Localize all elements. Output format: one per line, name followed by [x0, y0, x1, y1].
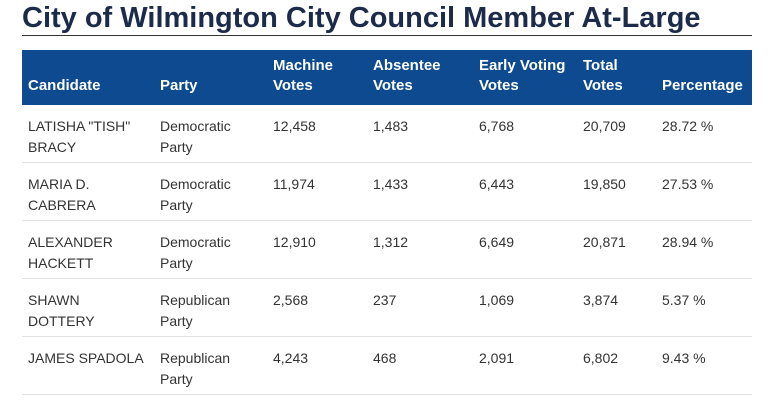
table-cell: 27.53 %	[656, 162, 752, 221]
column-header: Percentage	[656, 50, 752, 105]
table-cell: JAMES SPADOLA	[22, 336, 154, 395]
table-cell: Democratic Party	[154, 162, 267, 221]
table-cell: 468	[367, 336, 473, 395]
column-header: Party	[154, 50, 267, 105]
table-cell: 1,312	[367, 220, 473, 279]
table-cell: 4,243	[267, 336, 367, 395]
table-cell: 5.37 %	[656, 278, 752, 337]
table-cell: Democratic Party	[154, 105, 267, 163]
table-cell: 28.94 %	[656, 220, 752, 279]
table-cell: 3,874	[577, 278, 656, 337]
table-row: ALEXANDER HACKETT Democratic Party 12,910 1…	[22, 220, 752, 279]
table-cell: 2,091	[473, 336, 577, 395]
table-cell: 6,802	[577, 336, 656, 395]
table-cell: Democratic Party	[154, 220, 267, 279]
table-cell: 12,458	[267, 105, 367, 163]
table-cell: 20,709	[577, 105, 656, 163]
table-cell: Republican Party	[154, 336, 267, 395]
table-head: Candidate Party Machine Votes Absentee Vote…	[22, 50, 752, 105]
table-cell: 12,910	[267, 220, 367, 279]
table-cell: 9.43 %	[656, 336, 752, 395]
table-cell: 2,568	[267, 278, 367, 337]
table-cell: 237	[367, 278, 473, 337]
column-header: Total Votes	[577, 50, 656, 105]
table-row: LATISHA "TISH" BRACY Democratic Party 12,4…	[22, 105, 752, 163]
table-cell: 1,069	[473, 278, 577, 337]
table-cell: 1,433	[367, 162, 473, 221]
table-row: JAMES SPADOLA Republican Party 4,243 468 2,0…	[22, 336, 752, 395]
table-body: LATISHA "TISH" BRACY Democratic Party 12,4…	[22, 105, 752, 395]
column-header: Candidate	[22, 50, 154, 105]
table-cell: SHAWN DOTTERY	[22, 278, 154, 337]
table-row: SHAWN DOTTERY Republican Party 2,568 237 1,0…	[22, 278, 752, 337]
table-cell: 1,483	[367, 105, 473, 163]
table-cell: 11,974	[267, 162, 367, 221]
table-cell: 6,443	[473, 162, 577, 221]
table-cell: 20,871	[577, 220, 656, 279]
column-header: Early Voting Votes	[473, 50, 577, 105]
table-cell: 6,768	[473, 105, 577, 163]
title-rule	[22, 35, 752, 36]
header-row: Candidate Party Machine Votes Absentee Vote…	[22, 50, 752, 105]
table-cell: MARIA D. CABRERA	[22, 162, 154, 221]
table-row: MARIA D. CABRERA Democratic Party 11,974 1,…	[22, 162, 752, 221]
page-title: City of Wilmington City Council Member A…	[22, 2, 701, 34]
table-cell: 19,850	[577, 162, 656, 221]
table-cell: Republican Party	[154, 278, 267, 337]
table-cell: LATISHA "TISH" BRACY	[22, 105, 154, 163]
column-header: Absentee Votes	[367, 50, 473, 105]
table-cell: 6,649	[473, 220, 577, 279]
column-header: Machine Votes	[267, 50, 367, 105]
table-cell: 28.72 %	[656, 105, 752, 163]
table-cell: ALEXANDER HACKETT	[22, 220, 154, 279]
results-table: Candidate Party Machine Votes Absentee Vote…	[22, 50, 752, 395]
